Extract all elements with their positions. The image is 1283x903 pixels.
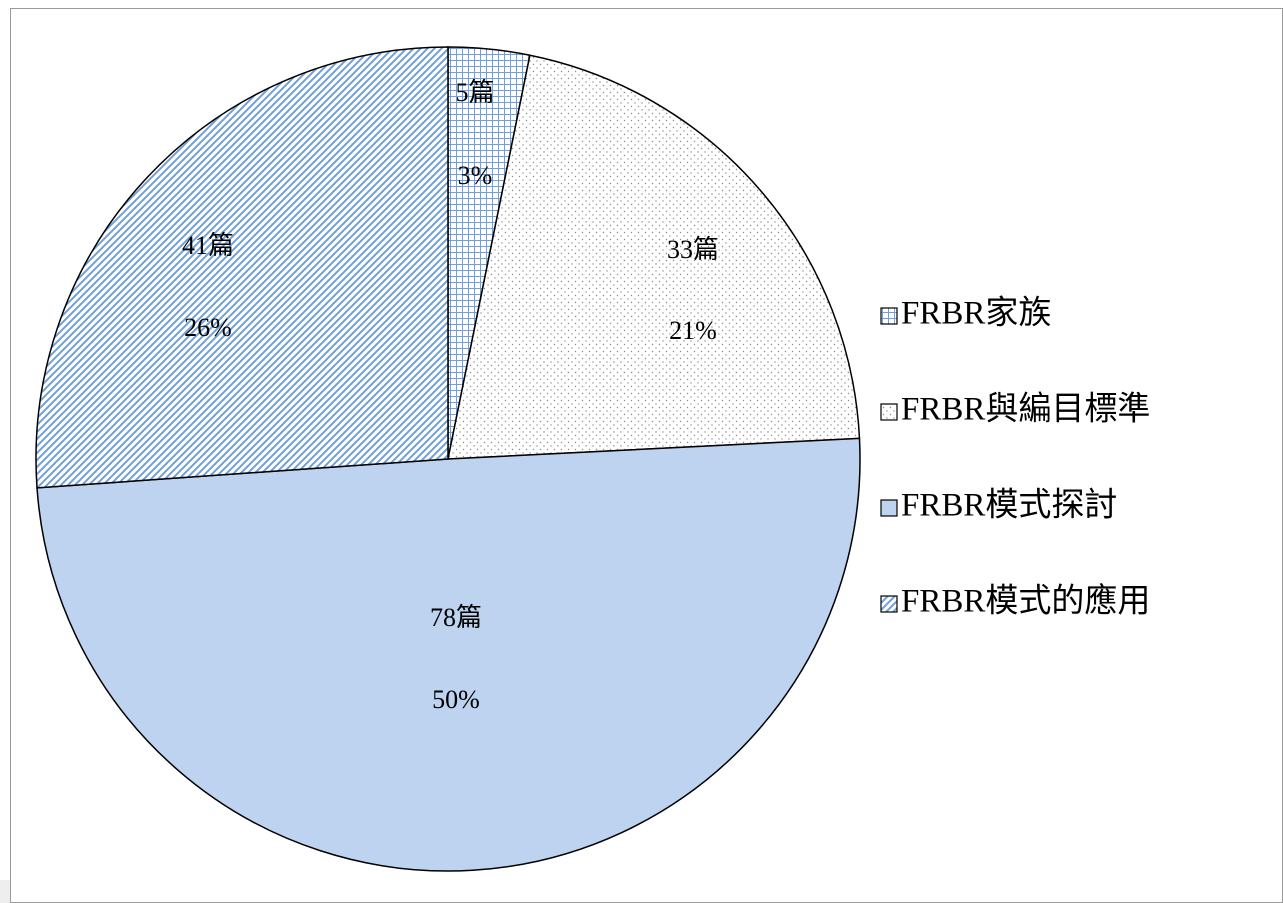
pie-slice [35, 46, 449, 489]
pie-slice [36, 437, 861, 872]
legend-swatch [880, 403, 898, 421]
value-label: 5篇 [455, 78, 494, 107]
legend-label: FRBR家族 [901, 295, 1051, 332]
legend-swatch [880, 307, 898, 325]
value-label: 78篇 [430, 603, 482, 632]
legend-swatch [880, 499, 898, 517]
legend-swatch [880, 595, 898, 613]
background [0, 880, 10, 903]
pie-slice [447, 54, 861, 460]
percent-label: 21% [669, 316, 717, 345]
value-label: 33篇 [667, 235, 719, 264]
percent-label: 50% [432, 685, 480, 714]
legend-label: FRBR與編目標準 [901, 391, 1150, 428]
percent-label: 26% [184, 313, 232, 342]
percent-label: 3% [458, 161, 493, 190]
value-label: 41篇 [182, 231, 234, 260]
legend-label: FRBR模式的應用 [901, 583, 1150, 620]
legend-label: FRBR模式探討 [901, 487, 1117, 524]
